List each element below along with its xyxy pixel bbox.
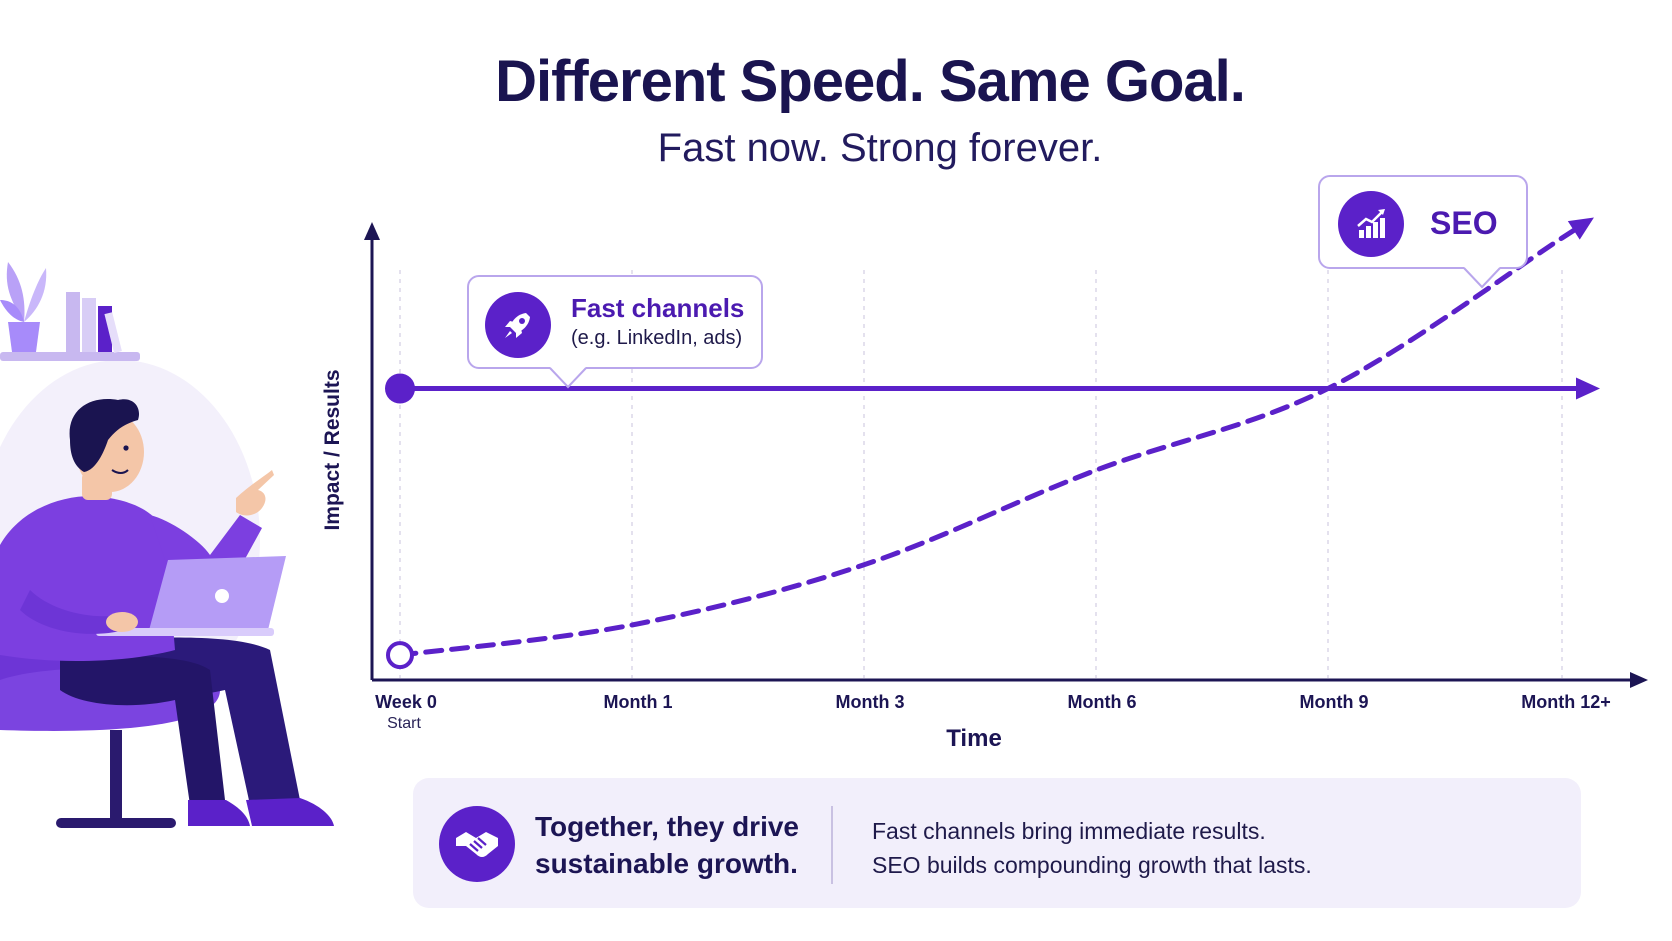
summary-banner: Together, they drive sustainable growth.… [413,778,1581,908]
banner-divider [831,806,833,884]
rocket-icon [485,292,551,358]
y-axis-arrow [364,222,380,240]
growth-chart-icon [1338,191,1404,257]
x-tick-label: Month 9 [1299,692,1369,712]
series-start-point-1 [386,641,414,670]
y-axis-label: Impact / Results [321,369,344,531]
banner-line-2: SEO builds compounding growth that lasts… [872,852,1312,878]
seo-callout: SEO [1318,175,1528,269]
fast-channels-label: Fast channels [571,293,745,323]
x-tick-label: Month 6 [1067,692,1137,712]
page-subtitle: Fast now. Strong forever. [657,126,1103,170]
seo-label: SEO [1430,205,1498,241]
x-axis-label: Time [946,725,1002,752]
page-title: Different Speed. Same Goal. [495,49,1246,114]
series-arrow-1 [1567,217,1594,240]
fast-channels-callout: Fast channels (e.g. LinkedIn, ads) [467,275,763,369]
banner-body: Fast channels bring immediate results. S… [872,814,1392,882]
handshake-icon [439,806,515,882]
seo-callout-pointer [1463,267,1501,289]
x-axis-arrow [1630,672,1648,688]
fast-channels-note: (e.g. LinkedIn, ads) [571,327,743,349]
x-tick-label: Month 1 [603,692,673,712]
x-tick-label: Week 0 [375,692,437,712]
fast-callout-pointer [549,367,587,389]
series-start-point-0 [385,373,415,404]
banner-headline: Together, they drive sustainable growth. [535,811,799,879]
person-illustration [0,399,334,828]
banner-line-1: Fast channels bring immediate results. [872,818,1266,844]
x-tick-label: Month 3 [835,692,905,712]
x-tick-label: Month 12+ [1521,692,1611,712]
series-arrow-0 [1576,377,1600,400]
x-tick-sublabel: Start [387,715,421,732]
